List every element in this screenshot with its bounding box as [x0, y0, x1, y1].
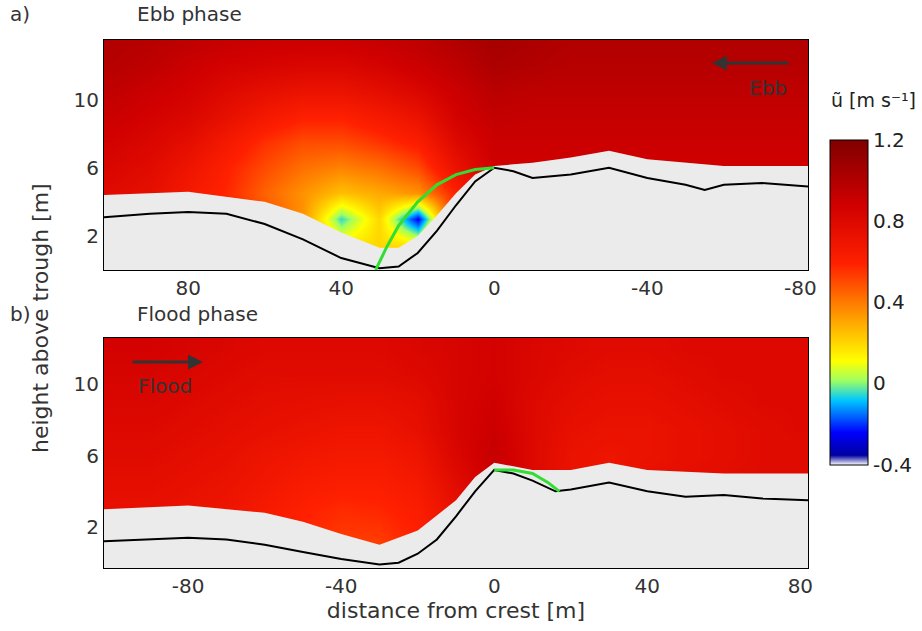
svg-text:-40: -40: [631, 276, 664, 300]
svg-text:10: 10: [74, 88, 99, 112]
svg-text:Ebb phase: Ebb phase: [137, 2, 242, 26]
svg-text:6: 6: [86, 444, 99, 468]
svg-text:a): a): [10, 2, 30, 26]
svg-text:40: 40: [328, 276, 353, 300]
svg-text:6: 6: [86, 156, 99, 180]
svg-text:1.2: 1.2: [873, 128, 905, 152]
svg-text:10: 10: [74, 372, 99, 396]
svg-text:-80: -80: [784, 276, 817, 300]
svg-text:Ebb: Ebb: [749, 76, 787, 100]
svg-text:0: 0: [873, 371, 886, 395]
svg-text:40: 40: [635, 574, 660, 598]
svg-text:Flood phase: Flood phase: [137, 302, 258, 326]
svg-text:-80: -80: [172, 574, 205, 598]
svg-text:-0.4: -0.4: [873, 453, 912, 477]
svg-text:height above trough [m]: height above trough [m]: [28, 183, 53, 453]
svg-text:0.4: 0.4: [873, 290, 905, 314]
svg-text:0: 0: [488, 276, 501, 300]
svg-text:distance from crest [m]: distance from crest [m]: [327, 598, 585, 623]
svg-text:80: 80: [175, 276, 200, 300]
svg-text:2: 2: [86, 224, 99, 248]
svg-text:0: 0: [488, 574, 501, 598]
svg-text:2: 2: [86, 515, 99, 539]
svg-text:-40: -40: [325, 574, 358, 598]
svg-text:80: 80: [788, 574, 813, 598]
svg-text:ũ [m s⁻¹]: ũ [m s⁻¹]: [831, 89, 916, 111]
svg-text:b): b): [10, 302, 31, 326]
svg-text:Flood: Flood: [138, 374, 192, 398]
svg-text:0.8: 0.8: [873, 209, 905, 233]
